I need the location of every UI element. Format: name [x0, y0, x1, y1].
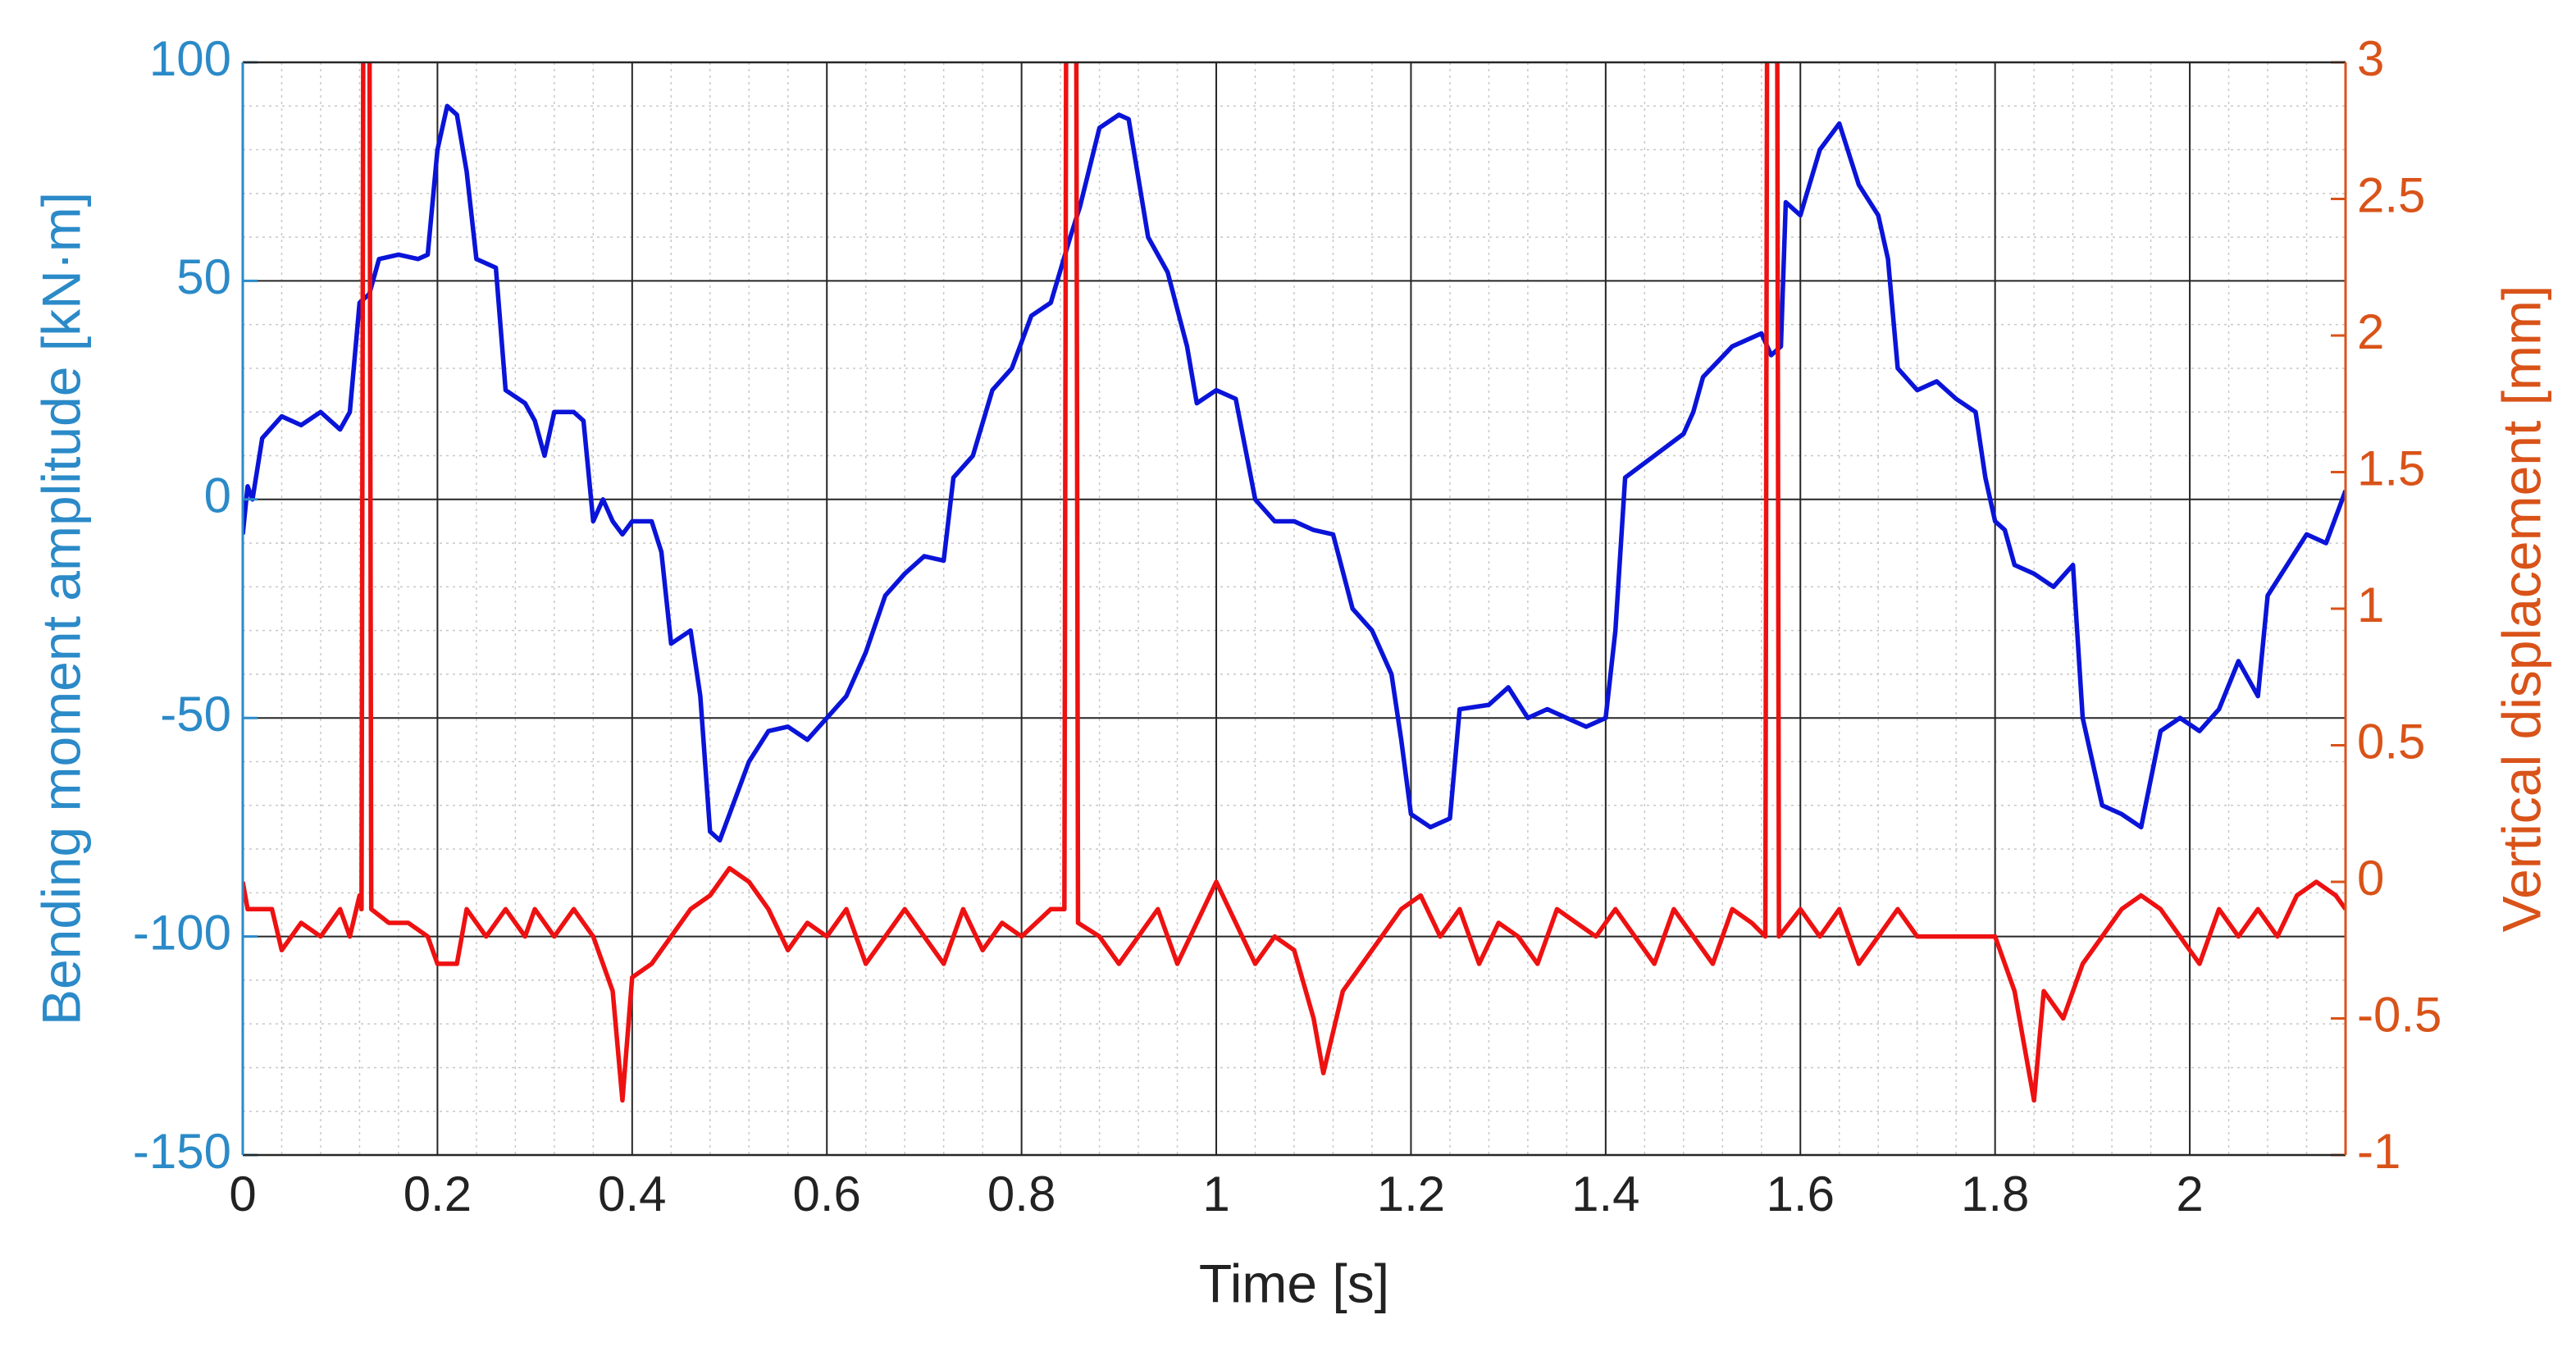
y2-tick-label: 3 — [2357, 31, 2384, 86]
y2-tick-label: -1 — [2357, 1124, 2400, 1179]
data-line — [243, 103, 2346, 843]
y-tick-label: 0 — [204, 468, 231, 523]
x-tick-label: 0.2 — [403, 1167, 472, 1221]
y-tick-label: 50 — [176, 249, 231, 304]
y2-axis-label: Vertical displacement [mm] — [2491, 285, 2551, 933]
y2-tick-label: 0 — [2357, 851, 2384, 906]
y-tick-label: -50 — [160, 687, 231, 742]
x-tick-label: 1.6 — [1767, 1167, 1835, 1221]
x-tick-label: 2 — [2176, 1167, 2203, 1221]
plot-area — [243, 62, 2346, 1103]
y2-tick-label: 2 — [2357, 304, 2384, 359]
x-tick-label: 1.2 — [1377, 1167, 1445, 1221]
x-tick-label: 1 — [1202, 1167, 1229, 1221]
y2-tick-label: 0.5 — [2357, 714, 2425, 769]
data-line — [243, 62, 2346, 1103]
y-axis-label: Bending moment amplitude [kN·m] — [30, 192, 91, 1025]
y-tick-label: 100 — [149, 31, 231, 86]
y2-tick-label: 1 — [2357, 578, 2384, 632]
y2-tick-label: 1.5 — [2357, 441, 2425, 495]
y-tick-label: -100 — [133, 905, 231, 960]
x-tick-label: 0.8 — [987, 1167, 1055, 1221]
grid — [242, 62, 2346, 1156]
y2-tick-label: 2.5 — [2357, 167, 2425, 222]
x-tick-label: 0 — [229, 1167, 256, 1221]
x-tick-label: 1.8 — [1961, 1167, 2029, 1221]
y-tick-label: -150 — [133, 1124, 231, 1179]
y2-tick-label: -0.5 — [2357, 987, 2442, 1042]
x-tick-label: 0.4 — [598, 1167, 666, 1221]
x-tick-label: 1.4 — [1571, 1167, 1639, 1221]
x-axis-label: Time [s] — [1199, 1253, 1389, 1313]
x-tick-label: 0.6 — [793, 1167, 861, 1221]
axes: 0 0.2 0.4 0.6 0.8 1 1.2 1.4 1.6 1.8 2 -150 -100 -50 0 5… — [133, 31, 2442, 1221]
